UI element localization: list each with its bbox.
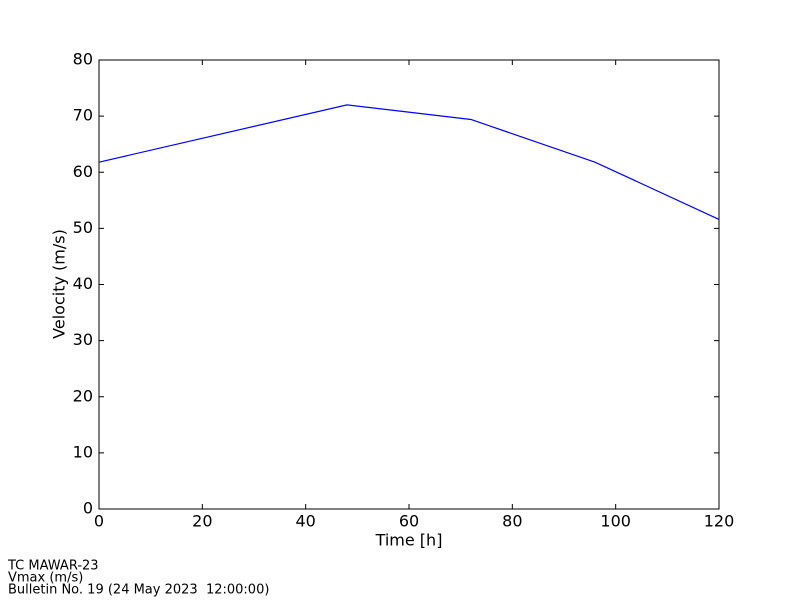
y-tick-label: 0: [83, 499, 93, 518]
data-line: [98, 104, 720, 220]
y-tick-label: 30: [73, 330, 93, 349]
y-tick-label: 20: [73, 386, 93, 405]
y-tick-label: 80: [73, 50, 93, 69]
y-tick-label: 50: [73, 218, 93, 237]
x-tick-label: 120: [704, 512, 735, 531]
y-tick-label: 10: [73, 442, 93, 461]
x-tick-label: 60: [399, 512, 419, 531]
y-axis-label: Velocity (m/s): [50, 229, 69, 339]
y-tick-label: 60: [73, 162, 93, 181]
x-axis-label: Time [h]: [375, 531, 443, 550]
footer-line: Bulletin No. 19 (24 May 2023 12:00:00): [8, 583, 269, 598]
x-tick-label: 100: [600, 512, 631, 531]
x-tick-label: 20: [192, 512, 212, 531]
y-tick-label: 40: [73, 274, 93, 293]
plot-frame: [98, 59, 720, 510]
x-tick-label: 40: [295, 512, 315, 531]
footer-line: Vmax (m/s): [8, 571, 83, 586]
footer-line: TC MAWAR-23: [7, 559, 99, 574]
x-tick-label: 80: [502, 512, 522, 531]
y-tick-label: 70: [73, 106, 93, 125]
x-tick-label: 0: [94, 512, 104, 531]
